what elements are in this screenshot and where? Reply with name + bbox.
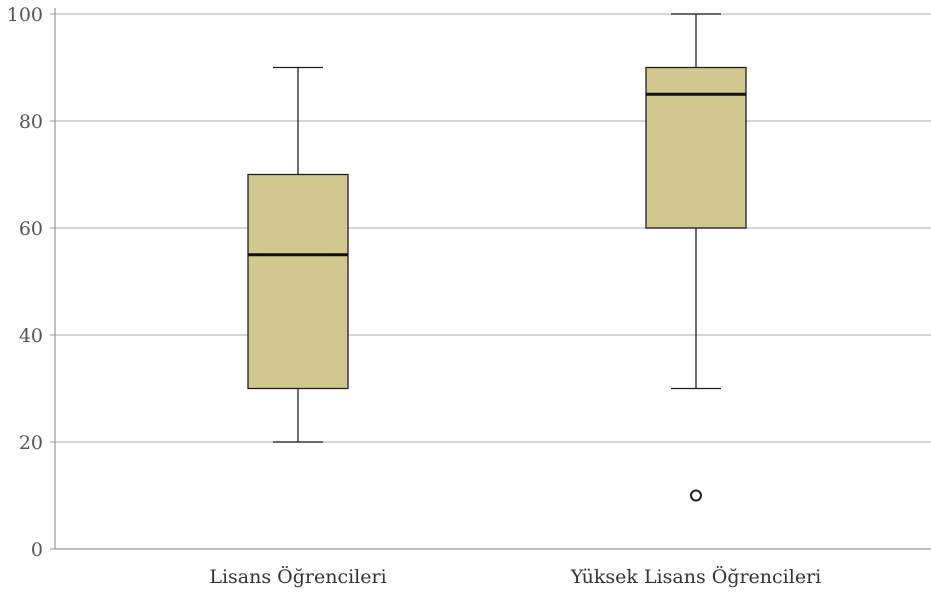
y-tick-label: 80 [19, 111, 43, 133]
gridlines [55, 13, 931, 443]
iqr-box [247, 173, 349, 390]
boxes [247, 13, 747, 502]
iqr-box [645, 66, 747, 229]
box-group [247, 66, 349, 443]
labels: 0 20 40 60 80 100 Lisans Öğrencileri Yüksek Lis… [7, 4, 822, 588]
y-tick-label: 40 [19, 325, 43, 347]
category-label: Lisans Öğrencileri [209, 565, 386, 588]
outlier-point [690, 489, 702, 502]
y-tick-label: 20 [19, 432, 43, 454]
box-group [645, 13, 747, 502]
axes [50, 8, 931, 550]
y-tick-label: 60 [19, 218, 43, 240]
category-label: Yüksek Lisans Öğrencileri [570, 565, 822, 588]
y-tick-label: 100 [7, 4, 43, 26]
y-tick-label: 0 [31, 539, 43, 561]
